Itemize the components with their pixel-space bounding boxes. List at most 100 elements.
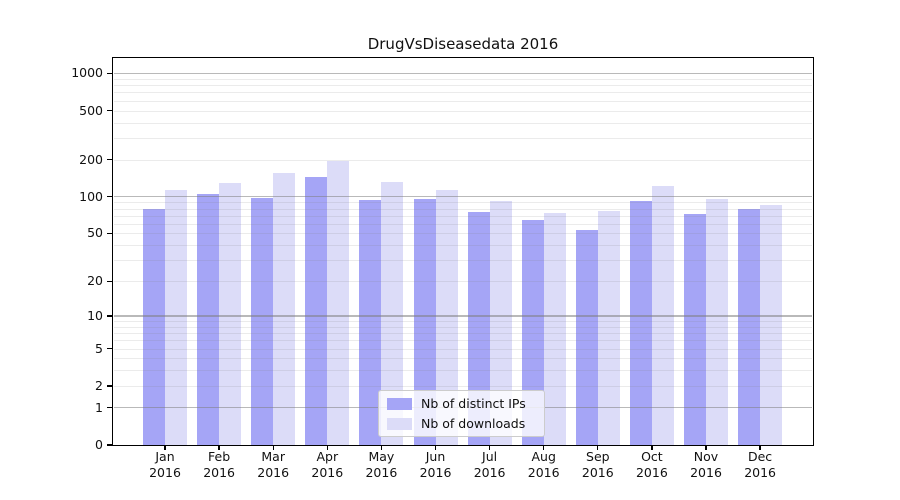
- legend-row-downloads: Nb of downloads: [387, 416, 536, 431]
- gridline-minor: [114, 159, 812, 161]
- gridline-minor: [114, 348, 812, 350]
- y-tick-mark: [107, 444, 113, 446]
- gridline-minor: [114, 233, 812, 235]
- gridline-minor: [114, 110, 812, 112]
- x-tick-label: Aug 2016: [512, 449, 576, 481]
- x-tick-label-month: May: [368, 449, 395, 464]
- x-tick-mark: [543, 445, 545, 450]
- bar-downloads-jan: [165, 190, 187, 445]
- bar-distinct-ips-aug: [521, 220, 544, 445]
- x-tick-label-month: Jul: [482, 449, 498, 464]
- x-tick-label-month: Sep: [586, 449, 610, 464]
- x-tick-mark: [597, 445, 599, 450]
- legend-label-downloads: Nb of downloads: [421, 416, 526, 431]
- x-tick-label: Nov 2016: [674, 449, 738, 481]
- y-tick-mark: [107, 347, 113, 350]
- x-tick-mark: [326, 445, 328, 450]
- x-tick-mark: [218, 445, 220, 450]
- x-tick-label-month: Oct: [641, 449, 663, 464]
- y-tick-mark: [107, 280, 113, 282]
- x-tick-label-year: 2016: [473, 465, 506, 480]
- x-tick-mark: [380, 445, 383, 450]
- legend-row-distinct-ips: Nb of distinct IPs: [387, 396, 536, 411]
- x-tick-label: Feb 2016: [187, 449, 251, 481]
- gridline-minor: [114, 78, 812, 80]
- y-tick-label: 100: [79, 188, 103, 204]
- bar-distinct-ips-oct: [629, 201, 652, 445]
- x-tick-label-month: Nov: [693, 449, 719, 464]
- legend-swatch-distinct-ips: [387, 397, 412, 410]
- bar-downloads-mar: [273, 172, 296, 445]
- x-tick-label: Jun 2016: [404, 449, 468, 481]
- gridline-major: [114, 315, 812, 317]
- chart-title: DrugVsDiseasedata 2016: [367, 35, 559, 53]
- bar-distinct-ips-jan: [143, 209, 165, 445]
- y-tick-label: 500: [79, 102, 103, 118]
- x-tick-mark: [759, 445, 761, 450]
- x-tick-label-month: Aug: [531, 449, 556, 464]
- bar-distinct-ips-apr: [305, 176, 328, 445]
- gridline-minor: [114, 326, 812, 328]
- bar-downloads-apr: [327, 161, 350, 445]
- gridline-minor: [114, 245, 812, 247]
- x-tick-mark: [705, 445, 707, 450]
- x-tick-label: May 2016: [349, 449, 413, 481]
- bar-downloads-may: [381, 181, 404, 445]
- gridline-minor: [114, 122, 812, 124]
- gridline-minor: [114, 223, 812, 225]
- x-tick-mark: [164, 445, 166, 450]
- gridline-minor: [114, 340, 812, 342]
- y-tick-mark: [107, 315, 113, 317]
- x-tick-label: Apr 2016: [295, 449, 359, 481]
- x-tick-label-month: Dec: [747, 449, 773, 464]
- bar-distinct-ips-jun: [413, 198, 436, 445]
- bar-downloads-sep: [597, 211, 620, 445]
- x-tick-mark: [488, 445, 491, 450]
- y-tick-label: 2: [95, 377, 103, 393]
- x-tick-label-year: 2016: [419, 465, 452, 480]
- y-tick-mark: [107, 196, 113, 198]
- y-tick-label: 1000: [71, 65, 103, 81]
- x-tick-label-year: 2016: [365, 465, 398, 480]
- x-tick-mark: [651, 445, 653, 450]
- bar-downloads-jun: [435, 190, 458, 445]
- bar-distinct-ips-mar: [251, 197, 274, 445]
- x-tick-label: Jan 2016: [133, 449, 197, 481]
- x-tick-label-year: 2016: [744, 465, 776, 480]
- gridline-minor: [114, 260, 812, 262]
- x-tick-label-month: Mar: [261, 449, 285, 464]
- gridline-minor: [114, 333, 812, 335]
- x-tick-label-year: 2016: [311, 465, 344, 480]
- y-tick-label: 10: [87, 308, 103, 323]
- gridline-minor: [114, 281, 812, 283]
- y-tick-mark: [107, 385, 113, 387]
- bar-downloads-aug: [543, 213, 566, 445]
- y-tick-mark: [107, 407, 113, 409]
- gridline-major: [114, 72, 812, 74]
- bar-distinct-ips-dec: [738, 209, 761, 445]
- gridline-minor: [114, 85, 812, 87]
- gridline-major: [114, 196, 812, 198]
- x-tick-label: Sep 2016: [566, 449, 630, 481]
- gridline-minor: [114, 385, 812, 387]
- gridline-minor: [114, 202, 812, 204]
- legend: Nb of distinct IPs Nb of downloads: [378, 390, 545, 437]
- gridline-minor: [114, 358, 812, 360]
- gridline-minor: [114, 92, 812, 94]
- y-tick-label: 0: [95, 437, 103, 452]
- x-tick-label-year: 2016: [581, 465, 614, 480]
- x-tick-label-month: Feb: [208, 449, 231, 464]
- x-tick-label-month: Jun: [425, 449, 446, 464]
- gridline-minor: [114, 208, 812, 210]
- bar-distinct-ips-may: [359, 200, 382, 445]
- x-tick-mark: [272, 445, 274, 450]
- y-tick-label: 50: [87, 225, 103, 241]
- bar-distinct-ips-nov: [684, 214, 706, 445]
- gridline-minor: [114, 370, 812, 372]
- gridline-minor: [114, 321, 812, 323]
- gridline-minor: [114, 215, 812, 217]
- y-tick-label: 200: [79, 151, 103, 167]
- gridline-minor: [114, 137, 812, 139]
- x-tick-label-year: 2016: [527, 465, 560, 480]
